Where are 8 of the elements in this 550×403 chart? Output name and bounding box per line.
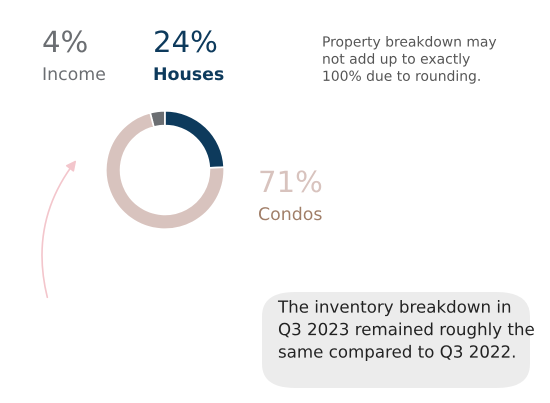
data-label: 4%: [43, 30, 87, 52]
data-label: 71%: [260, 170, 322, 192]
slice-label: Condos: [258, 206, 322, 220]
slice-label: Houses: [154, 67, 224, 80]
text: Property breakdown may not add up to exactly 100% due to rounding.: [323, 36, 496, 84]
text: The inventory breakdown in Q3 2023 remained roughly the same compared to Q3 2022.: [278, 300, 534, 362]
slice-label: Income: [44, 67, 105, 80]
data-label: 24%: [155, 30, 216, 52]
